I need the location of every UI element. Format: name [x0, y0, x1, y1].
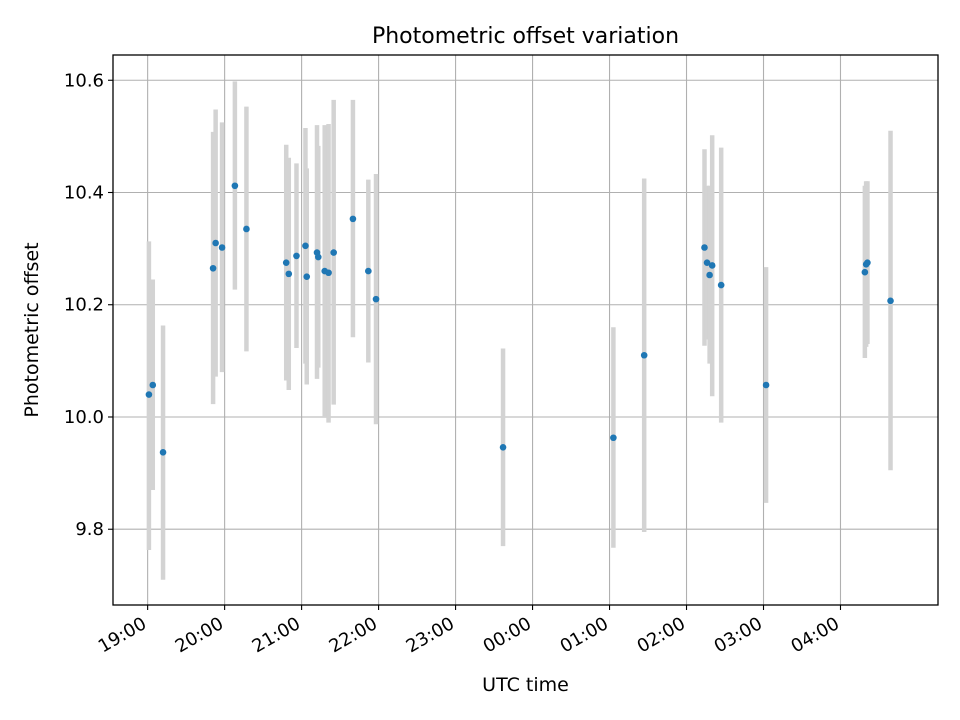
- data-point: [218, 244, 226, 251]
- data-point: [708, 262, 716, 269]
- data-point: [231, 182, 239, 190]
- data-point: [861, 268, 869, 276]
- data-point: [701, 244, 708, 251]
- data-point: [293, 252, 300, 260]
- chart-title: Photometric offset variation: [372, 24, 679, 49]
- y-axis: 9.8 10.0 10.2 10.4 10.6: [64, 70, 113, 540]
- data-point: [499, 443, 507, 451]
- data-point: [640, 351, 648, 359]
- data-point: [330, 249, 337, 256]
- data-point: [887, 297, 894, 305]
- data-point: [302, 242, 309, 250]
- data-point: [145, 391, 153, 398]
- x-axis-label: UTC time: [482, 674, 569, 696]
- data-points: [145, 182, 894, 456]
- data-point: [703, 259, 711, 266]
- grid: [113, 55, 938, 605]
- data-point: [762, 381, 770, 389]
- data-point: [243, 225, 250, 233]
- y-tick-label: 10.2: [64, 295, 104, 316]
- data-point: [325, 269, 332, 277]
- data-point: [706, 271, 713, 279]
- data-point: [212, 239, 219, 247]
- data-point: [303, 273, 311, 280]
- data-point: [282, 259, 290, 266]
- y-axis-label: Photometric offset: [21, 242, 43, 417]
- data-point: [149, 381, 157, 389]
- plot-frame: [112, 54, 939, 606]
- data-point: [159, 449, 167, 456]
- data-point: [372, 295, 380, 303]
- data-point: [209, 264, 217, 272]
- y-tick-label: 10.4: [64, 183, 104, 204]
- data-point: [349, 215, 357, 223]
- y-tick-label: 10.0: [64, 407, 104, 428]
- data-point: [314, 253, 322, 261]
- data-point: [864, 259, 871, 266]
- data-point: [365, 267, 372, 275]
- data-point: [717, 281, 725, 289]
- y-tick-label: 10.6: [64, 70, 104, 91]
- y-tick-label: 9.8: [75, 519, 104, 540]
- data-point: [285, 270, 293, 278]
- data-point: [610, 434, 617, 442]
